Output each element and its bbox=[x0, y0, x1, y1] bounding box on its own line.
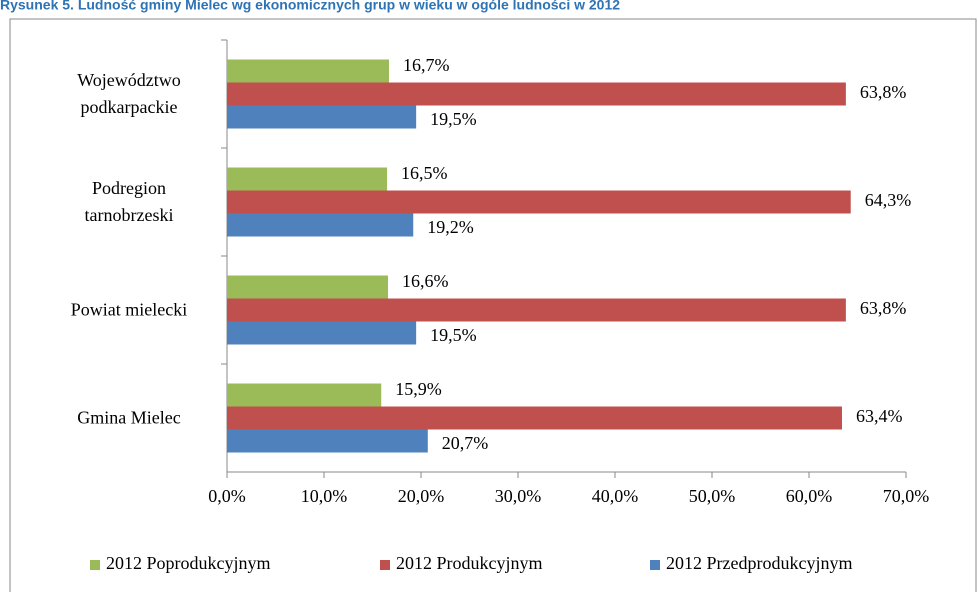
value-label: 63,4% bbox=[856, 406, 903, 426]
bar bbox=[227, 298, 846, 322]
value-label: 63,8% bbox=[860, 298, 907, 318]
legend-label: 2012 Poprodukcyjnym bbox=[106, 553, 271, 573]
bar bbox=[227, 429, 428, 453]
x-tick-label: 40,0% bbox=[592, 486, 639, 506]
bar bbox=[227, 213, 414, 237]
y-tick-label: Powiat mielecki bbox=[70, 299, 188, 320]
x-tick-label: 0,0% bbox=[208, 486, 246, 506]
bar bbox=[227, 275, 389, 299]
value-label: 15,9% bbox=[395, 379, 442, 399]
bar bbox=[227, 190, 851, 214]
y-tick-label: Województwo podkarpackie bbox=[77, 70, 181, 117]
legend-label: 2012 Przedprodukcyjnym bbox=[666, 553, 852, 573]
legend-swatch bbox=[90, 560, 100, 570]
value-label: 16,5% bbox=[401, 163, 448, 183]
legend-swatch bbox=[650, 560, 660, 570]
bar bbox=[227, 383, 382, 407]
y-tick-label: Podregion tarnobrzeski bbox=[84, 178, 174, 225]
x-tick-label: 70,0% bbox=[883, 486, 930, 506]
value-label: 16,6% bbox=[402, 271, 449, 291]
value-label: 63,8% bbox=[860, 82, 907, 102]
chart-title: Rysunek 5. Ludność gminy Mielec wg ekono… bbox=[0, 0, 620, 13]
bar bbox=[227, 105, 417, 129]
x-tick-label: 60,0% bbox=[786, 486, 833, 506]
x-tick-label: 20,0% bbox=[398, 486, 445, 506]
bar bbox=[227, 167, 388, 191]
value-label: 19,5% bbox=[430, 109, 477, 129]
value-label: 64,3% bbox=[865, 190, 912, 210]
legend-label: 2012 Produkcyjnym bbox=[396, 553, 543, 573]
bar bbox=[227, 321, 417, 345]
legend-swatch bbox=[380, 560, 390, 570]
bar bbox=[227, 82, 846, 106]
x-tick-label: 10,0% bbox=[301, 486, 348, 506]
x-tick-label: 30,0% bbox=[495, 486, 542, 506]
bar bbox=[227, 406, 842, 430]
value-label: 19,5% bbox=[430, 325, 477, 345]
bar bbox=[227, 59, 389, 83]
x-tick-label: 50,0% bbox=[689, 486, 736, 506]
value-label: 20,7% bbox=[442, 433, 489, 453]
y-tick-label: Gmina Mielec bbox=[77, 407, 181, 428]
value-label: 16,7% bbox=[403, 55, 450, 75]
value-label: 19,2% bbox=[427, 217, 474, 237]
